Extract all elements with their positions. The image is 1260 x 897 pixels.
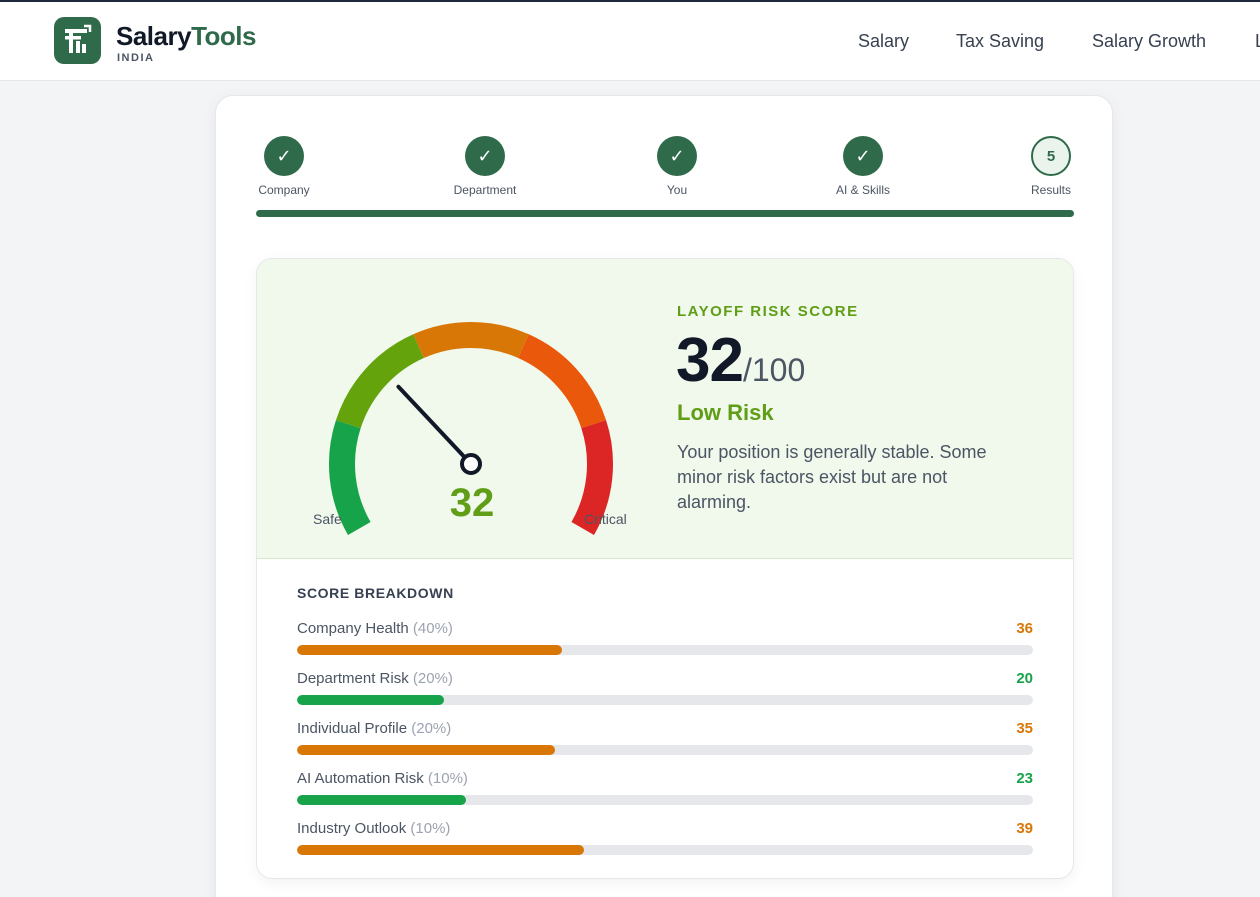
step-label: Department — [453, 183, 517, 197]
breakdown-score: 39 — [1016, 820, 1033, 837]
risk-score: 32/100 — [676, 326, 806, 395]
step-results[interactable]: 5 Results — [991, 136, 1111, 197]
top-accent-line — [0, 0, 1260, 2]
steps-progress-bar — [256, 210, 1074, 217]
brand-name[interactable]: SalaryTools — [116, 21, 256, 51]
risk-score-title: LAYOFF RISK SCORE — [677, 303, 859, 320]
breakdown-fill — [297, 795, 467, 805]
gauge-safe-label: Safe — [313, 511, 342, 527]
gauge-segment — [517, 334, 607, 429]
nav-salary-growth[interactable]: Salary Growth — [1092, 31, 1207, 51]
breakdown-row-company-health: Company Health (40%) 36 — [297, 620, 1033, 660]
calculator-card: ✓ Company ✓ Department ✓ You ✓ AI & Skil… — [215, 95, 1113, 897]
breakdown-label: Department Risk (20%) — [297, 670, 453, 687]
breakdown-fill — [297, 845, 585, 855]
breakdown-row-ai-automation-risk: AI Automation Risk (10%) 23 — [297, 770, 1033, 810]
breakdown-track — [297, 845, 1033, 855]
breakdown-label: Individual Profile (20%) — [297, 720, 452, 737]
breakdown-track — [297, 745, 1033, 755]
breakdown-track — [297, 695, 1033, 705]
gauge-needle — [396, 384, 473, 466]
breakdown-fill — [297, 695, 445, 705]
breakdown-track — [297, 795, 1033, 805]
breakdown-row-individual-profile: Individual Profile (20%) 35 — [297, 720, 1033, 760]
step-number: 5 — [1031, 136, 1071, 176]
breakdown-title: SCORE BREAKDOWN — [297, 585, 454, 601]
step-label: Results — [1030, 183, 1071, 197]
breakdown-fill — [297, 745, 555, 755]
gauge-segment — [329, 420, 371, 535]
breakdown-score: 35 — [1016, 720, 1033, 737]
breakdown-score: 20 — [1016, 670, 1033, 687]
gauge-segment — [571, 420, 613, 535]
risk-level: Low Risk — [677, 400, 774, 425]
breakdown-label: Industry Outlook (10%) — [297, 820, 451, 837]
breakdown-fill — [297, 645, 562, 655]
nav-item-clipped[interactable]: L — [1255, 31, 1260, 52]
breakdown-label: Company Health (40%) — [297, 620, 453, 637]
gauge-value: 32 — [449, 481, 495, 525]
nav-salary[interactable]: Salary — [858, 31, 910, 51]
step-ai-skills[interactable]: ✓ AI & Skills — [803, 136, 923, 197]
breakdown-score: 36 — [1016, 620, 1033, 637]
breakdown-score: 23 — [1016, 770, 1033, 787]
check-icon: ✓ — [843, 136, 883, 176]
site-header: SalaryTools INDIA Salary Tax Saving Sala… — [0, 2, 1260, 81]
score-panel: Safe Critical 32 LAYOFF RISK SCORE 32/10… — [257, 259, 1073, 559]
gauge-critical-label: Critical — [584, 511, 627, 527]
check-icon: ✓ — [465, 136, 505, 176]
result-panel: Safe Critical 32 LAYOFF RISK SCORE 32/10… — [256, 258, 1074, 879]
check-icon: ✓ — [264, 136, 304, 176]
gauge-segment — [413, 322, 529, 359]
gauge-needle-hub — [460, 453, 482, 475]
nav-tax-saving[interactable]: Tax Saving — [956, 31, 1045, 51]
breakdown-track — [297, 645, 1033, 655]
step-you[interactable]: ✓ You — [617, 136, 737, 197]
step-department[interactable]: ✓ Department — [425, 136, 545, 197]
step-label: Company — [258, 183, 310, 197]
check-icon: ✓ — [657, 136, 697, 176]
breakdown-row-industry-outlook: Industry Outlook (10%) 39 — [297, 820, 1033, 860]
risk-gauge — [329, 322, 613, 535]
step-label: AI & Skills — [835, 183, 890, 197]
brand-subtitle: INDIA — [117, 52, 155, 64]
risk-description: Your position is generally stable. Some … — [677, 442, 987, 512]
breakdown-label: AI Automation Risk (10%) — [297, 770, 468, 787]
breakdown-row-department-risk: Department Risk (20%) 20 — [297, 670, 1033, 710]
step-company[interactable]: ✓ Company — [224, 136, 344, 197]
logo-icon[interactable] — [54, 17, 101, 64]
step-label: You — [666, 183, 688, 197]
gauge-segment — [335, 334, 425, 429]
